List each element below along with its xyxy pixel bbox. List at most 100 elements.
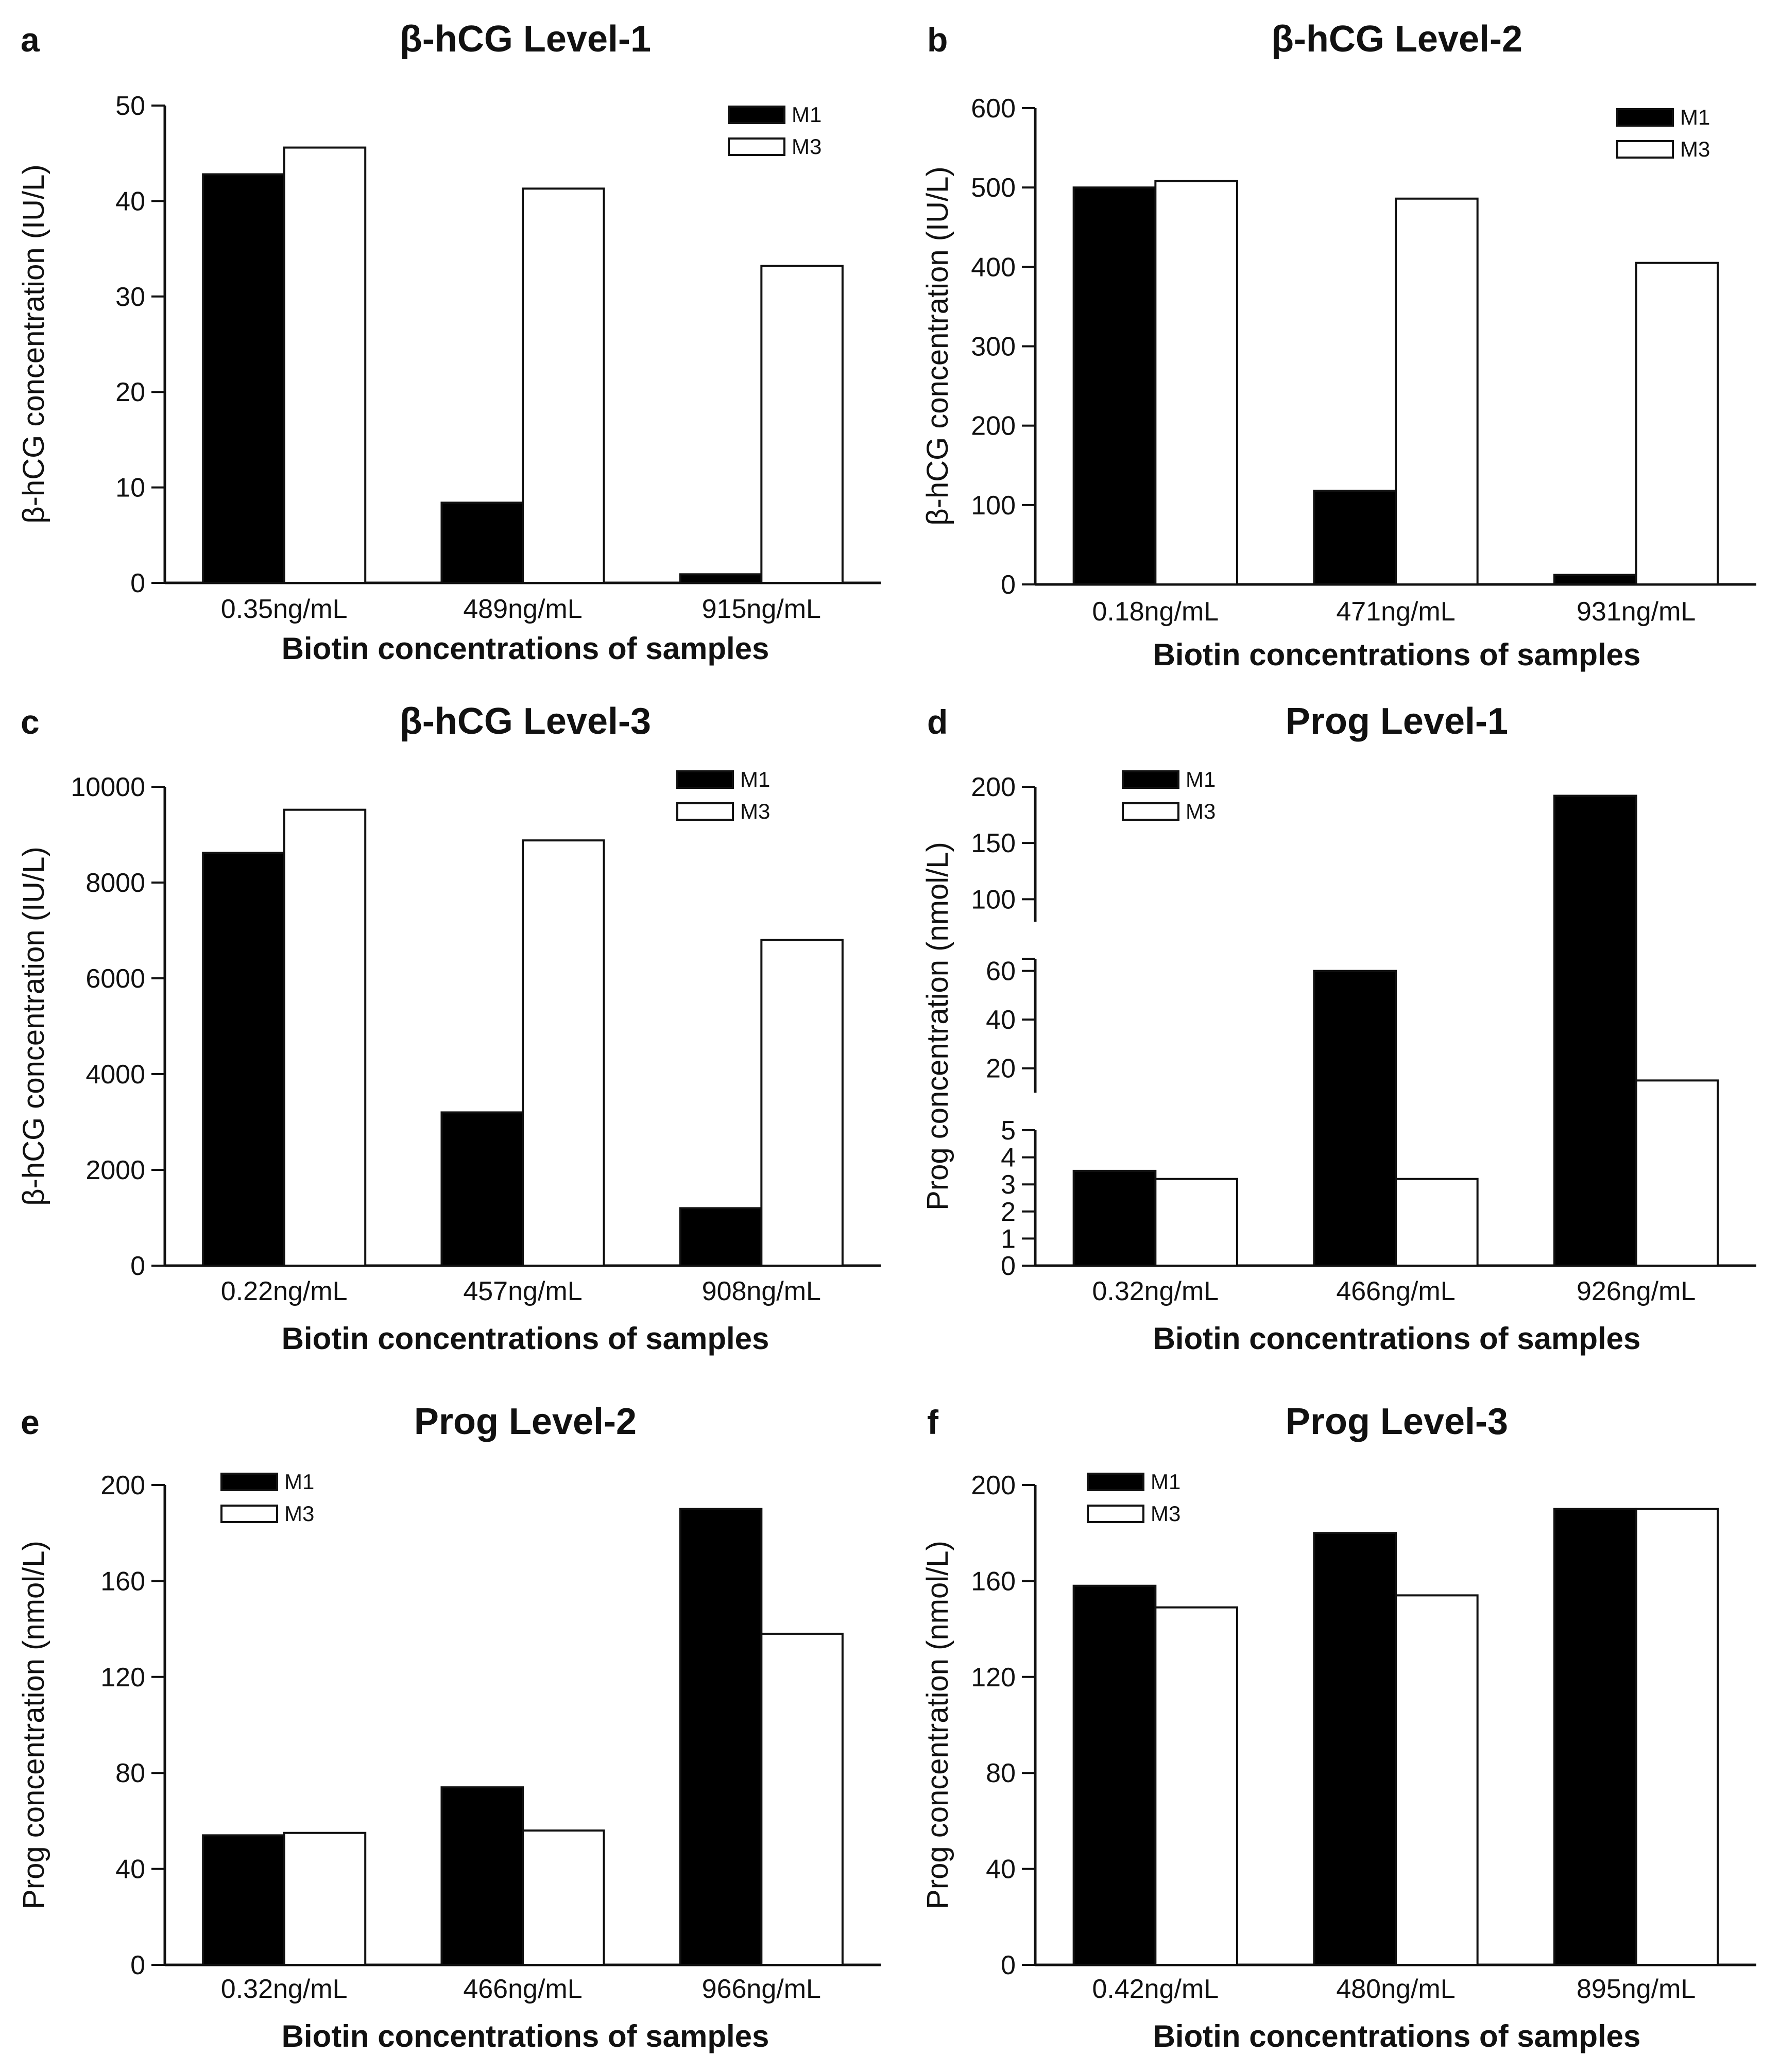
x-axis-label: Biotin concentrations of samples xyxy=(282,1321,769,1356)
y-axis-label: Prog concentration (nmol/L) xyxy=(921,842,954,1211)
bar-m3 xyxy=(522,839,605,1267)
x-tick-label: 966ng/mL xyxy=(702,1974,821,2004)
x-tick-label: 0.35ng/mL xyxy=(221,594,348,624)
y-tick-label: 0 xyxy=(130,568,145,598)
bar-m3 xyxy=(760,1632,844,1966)
y-tick-label: 1 xyxy=(1001,1224,1016,1254)
panel-c: c β-hCG Level-3 Biotin concentrations of s… xyxy=(17,701,881,1356)
y-tick-label: 30 xyxy=(115,282,145,312)
bar-m1 xyxy=(1072,1584,1157,1966)
bar-m1 xyxy=(1313,1532,1397,1966)
y-tick-label: 400 xyxy=(971,252,1016,282)
panel-d: d Prog Level-1 Biotin concentrations of sa… xyxy=(921,701,1756,1356)
bar-m1 xyxy=(1072,186,1157,585)
legend-swatch-m1 xyxy=(676,770,734,789)
x-tick-label: 0.18ng/mL xyxy=(1092,597,1219,627)
bar-m3 xyxy=(283,1832,367,1966)
y-axis-label: β-hCG concentration (IU/L) xyxy=(921,166,954,525)
legend-swatch-m3 xyxy=(1087,1505,1144,1523)
legend-swatch-m1 xyxy=(1122,770,1179,789)
x-axis-label: Biotin concentrations of samples xyxy=(282,631,769,666)
bar-m1 xyxy=(1553,795,1637,1267)
x-tick-label: 480ng/mL xyxy=(1336,1974,1455,2004)
panel-f: f Prog Level-3 Biotin concentrations of sa… xyxy=(921,1401,1756,2053)
legend-swatch-m1 xyxy=(220,1473,278,1491)
legend-label: M3 xyxy=(1680,137,1710,161)
y-tick-label: 200 xyxy=(100,1471,145,1500)
y-tick-label: 6000 xyxy=(85,964,145,994)
y-tick-label: 80 xyxy=(986,1758,1016,1788)
bar-m1 xyxy=(679,1508,763,1966)
legend-label: M3 xyxy=(1151,1501,1180,1526)
legend-swatch-m3 xyxy=(728,137,785,156)
y-tick-label: 160 xyxy=(100,1566,145,1596)
bar-m3 xyxy=(1154,1606,1238,1966)
y-axis-label: β-hCG concentration (IU/L) xyxy=(17,164,50,523)
y-tick-label: 100 xyxy=(971,491,1016,521)
x-tick-label: 0.32ng/mL xyxy=(221,1974,348,2004)
bar-m3 xyxy=(1395,197,1479,585)
bar-m3 xyxy=(760,265,844,584)
y-tick-label: 0 xyxy=(1001,1950,1016,1980)
legend-swatch-m1 xyxy=(1087,1473,1144,1491)
bar-m3 xyxy=(1635,1508,1719,1966)
legend-swatch-m1 xyxy=(1616,108,1674,127)
y-axis-label: Prog concentration (nmol/L) xyxy=(17,1541,50,1909)
bar-m1 xyxy=(202,1834,285,1966)
y-tick-label: 0 xyxy=(130,1251,145,1281)
bar-m1 xyxy=(679,573,763,584)
x-tick-label: 0.32ng/mL xyxy=(1092,1276,1219,1306)
chart-title: Prog Level-1 xyxy=(1286,701,1508,742)
y-tick-label: 0 xyxy=(130,1950,145,1980)
y-axis-label: β-hCG concentration (IU/L) xyxy=(17,847,50,1205)
y-tick-label: 120 xyxy=(100,1663,145,1693)
y-tick-label: 4000 xyxy=(85,1060,145,1090)
panel-letter: c xyxy=(21,703,40,741)
y-tick-label: 20 xyxy=(115,377,145,407)
x-axis-label: Biotin concentrations of samples xyxy=(1153,637,1641,672)
bar-m3 xyxy=(283,808,367,1267)
y-tick-label: 160 xyxy=(971,1566,1016,1596)
y-tick-label: 300 xyxy=(971,332,1016,362)
x-tick-label: 0.22ng/mL xyxy=(221,1276,348,1306)
y-tick-label: 0 xyxy=(1001,570,1016,600)
y-tick-label: 200 xyxy=(971,411,1016,441)
legend-label: M3 xyxy=(792,134,821,159)
legend-label: M1 xyxy=(284,1470,314,1494)
panel-letter: f xyxy=(927,1403,939,1441)
y-tick-label: 100 xyxy=(971,885,1016,914)
legend-label: M1 xyxy=(1151,1470,1180,1494)
y-tick-label: 10 xyxy=(115,473,145,503)
legend-label: M1 xyxy=(792,102,821,127)
legend-label: M1 xyxy=(740,767,770,791)
y-tick-label: 5 xyxy=(1001,1116,1016,1146)
legend-swatch-m3 xyxy=(1616,140,1674,159)
y-tick-label: 40 xyxy=(986,1855,1016,1885)
panel-letter: a xyxy=(21,21,40,59)
y-axis-label: Prog concentration (nmol/L) xyxy=(921,1541,954,1909)
x-tick-label: 0.42ng/mL xyxy=(1092,1974,1219,2004)
panel-e: e Prog Level-2 Biotin concentrations of sa… xyxy=(17,1401,881,2053)
y-tick-label: 150 xyxy=(971,828,1016,858)
y-tick-label: 0 xyxy=(1001,1251,1016,1281)
y-tick-label: 2000 xyxy=(85,1155,145,1185)
y-tick-label: 50 xyxy=(115,91,145,121)
bar-m3 xyxy=(760,939,844,1267)
y-tick-label: 200 xyxy=(971,1471,1016,1500)
bar-m1 xyxy=(202,852,285,1267)
x-tick-label: 908ng/mL xyxy=(702,1276,821,1306)
chart-title: Prog Level-2 xyxy=(414,1401,637,1442)
legend-swatch-m1 xyxy=(728,106,785,124)
bar-m1 xyxy=(440,1786,524,1966)
bar-m1 xyxy=(1313,490,1397,585)
y-tick-label: 40 xyxy=(115,186,145,216)
y-tick-label: 600 xyxy=(971,94,1016,124)
bar-m1 xyxy=(1072,1169,1157,1267)
x-tick-label: 895ng/mL xyxy=(1577,1974,1696,2004)
y-tick-label: 2 xyxy=(1001,1197,1016,1227)
legend-swatch-m3 xyxy=(1122,802,1179,821)
legend-swatch-m3 xyxy=(676,802,734,821)
chart-title: β-hCG Level-2 xyxy=(1271,19,1522,60)
x-tick-label: 915ng/mL xyxy=(702,594,821,624)
bar-m3 xyxy=(1395,1178,1479,1267)
